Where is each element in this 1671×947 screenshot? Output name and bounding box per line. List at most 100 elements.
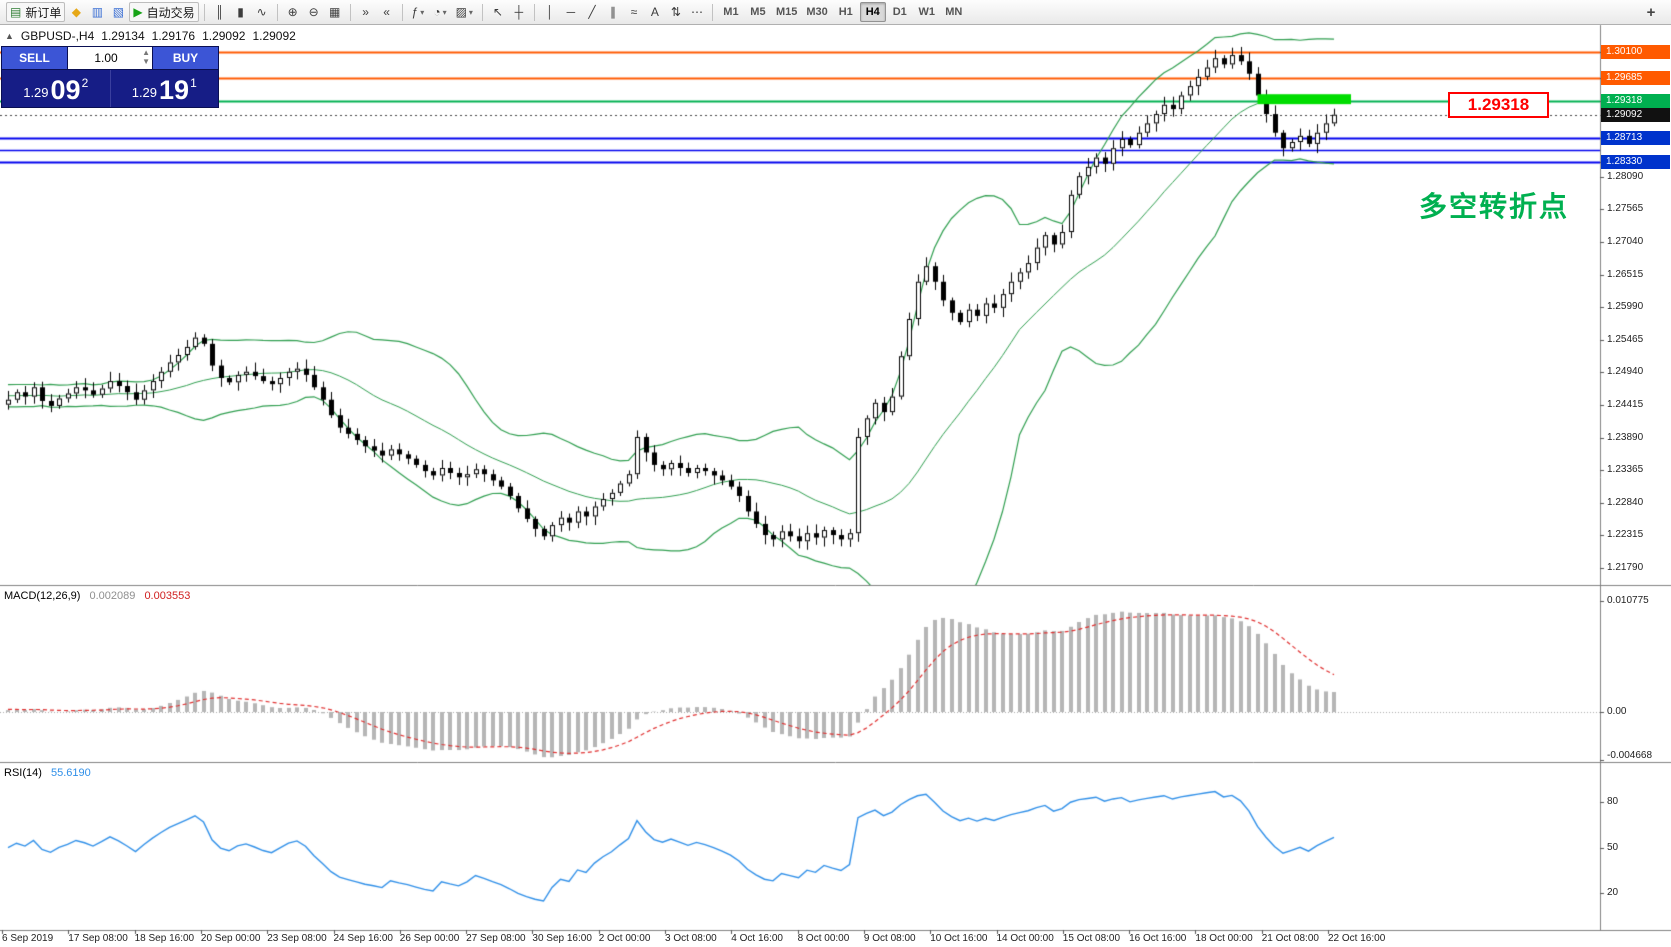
time-axis-label: 21 Oct 08:00 bbox=[1261, 933, 1319, 944]
more-tools-button[interactable]: ⋯ bbox=[687, 2, 707, 22]
chart-shift-button[interactable]: « bbox=[377, 2, 397, 22]
price-axis-label: 1.27040 bbox=[1607, 235, 1644, 247]
timeframe-h1-button[interactable]: H1 bbox=[838, 6, 853, 18]
toolbar-separator bbox=[711, 3, 713, 21]
time-axis-label: 2 Oct 00:00 bbox=[598, 933, 651, 944]
macd-axis-label: 0.00 bbox=[1607, 706, 1627, 717]
time-axis-label: 3 Oct 08:00 bbox=[665, 933, 717, 944]
tile-windows-button[interactable]: ▦ bbox=[325, 2, 345, 22]
price-axis-label: 1.21790 bbox=[1607, 561, 1644, 573]
toolbar-group: ↖ ┼ bbox=[486, 2, 531, 22]
toolbar-group: ƒ ▾ ◔ ▾ ▨ ▾ bbox=[406, 2, 479, 22]
timeframe-mn-button[interactable]: MN bbox=[945, 6, 963, 18]
timeframe-m15-button[interactable]: M15 bbox=[775, 6, 798, 18]
channel-icon: ∥ bbox=[609, 5, 616, 19]
autotrading-button[interactable]: ▶ 自动交易 bbox=[129, 2, 199, 22]
arrow-tools-button[interactable]: ⇅ bbox=[666, 2, 686, 22]
alert-icon[interactable]: ◆ bbox=[66, 2, 86, 22]
market-watch-icon[interactable]: ▥ bbox=[87, 2, 107, 22]
new-order-button[interactable]: ▤ 新订单 bbox=[6, 2, 66, 22]
rsi-value: 55.6190 bbox=[50, 767, 91, 779]
add-chart-button[interactable]: + bbox=[1646, 3, 1656, 21]
tile-windows-icon: ▦ bbox=[328, 5, 341, 19]
timeframe-d1-button[interactable]: D1 bbox=[892, 6, 907, 18]
zoom-out-icon: ⊖ bbox=[308, 5, 319, 19]
buy-price[interactable]: 1.29 19 1 bbox=[111, 70, 219, 107]
toolbar-separator bbox=[276, 3, 278, 21]
price-axis-label: 1.23365 bbox=[1607, 464, 1644, 476]
oneclick-collapse-toggle[interactable]: ▲ bbox=[5, 31, 14, 41]
volume-input[interactable] bbox=[68, 47, 152, 69]
channel-button[interactable]: ∥ bbox=[603, 2, 623, 22]
bar-chart-button[interactable]: ║ bbox=[210, 2, 230, 22]
auto-scroll-button[interactable]: » bbox=[356, 2, 376, 22]
cursor-icon: ↖ bbox=[492, 5, 503, 19]
symbol-label: GBPUSD-,H4 bbox=[20, 29, 95, 43]
time-axis-label: 30 Sep 16:00 bbox=[532, 933, 592, 944]
chart-header: ▲ GBPUSD-,H4 1.29134 1.29176 1.29092 1.2… bbox=[5, 29, 296, 43]
text-button[interactable]: A bbox=[645, 2, 665, 22]
candlestick-button[interactable]: ▮ bbox=[231, 2, 251, 22]
time-axis-label: 8 Oct 00:00 bbox=[797, 933, 850, 944]
templates-button[interactable]: ▨ ▾ bbox=[452, 2, 477, 22]
buy-price-small: 1.29 bbox=[131, 85, 158, 100]
time-axis-label: 10 Oct 16:00 bbox=[930, 933, 988, 944]
price-axis-label: 1.24940 bbox=[1607, 366, 1644, 378]
volume-down-arrow-icon[interactable]: ▼ bbox=[142, 57, 150, 66]
zoom-in-button[interactable]: ⊕ bbox=[283, 2, 303, 22]
sell-button[interactable]: SELL bbox=[2, 47, 68, 69]
turning-point-annotation[interactable]: 多空转折点 bbox=[1419, 191, 1570, 222]
price-level-label[interactable]: 1.29318 bbox=[1448, 92, 1549, 118]
horizontal-line-button[interactable]: ─ bbox=[561, 2, 581, 22]
toolbar-separator bbox=[481, 3, 483, 21]
time-axis[interactable]: 6 Sep 2019 17 Sep 08:00 18 Sep 16:00 20 Sep… bbox=[0, 931, 1671, 947]
timeframe-w1-button[interactable]: W1 bbox=[918, 6, 936, 18]
one-click-trading-panel: SELL ▲ ▼ BUY 1.29 09 2 1.29 19 1 bbox=[1, 46, 219, 108]
volume-up-arrow-icon[interactable]: ▲ bbox=[142, 48, 150, 57]
new-order-button-label: 新订单 bbox=[25, 5, 62, 20]
timeframe-m5-button[interactable]: M5 bbox=[750, 6, 766, 18]
alert-icon-icon: ◆ bbox=[71, 5, 81, 19]
sell-price-sup: 2 bbox=[81, 76, 89, 90]
trendline-button[interactable]: ╱ bbox=[582, 2, 602, 22]
macd-axis-label: 0.010775 bbox=[1607, 595, 1649, 607]
time-axis-label: 4 Oct 16:00 bbox=[731, 933, 783, 944]
zoom-out-button[interactable]: ⊖ bbox=[304, 2, 324, 22]
timeframe-h4-button[interactable]: H4 bbox=[859, 2, 886, 22]
line-chart-button[interactable]: ∿ bbox=[252, 2, 272, 22]
candlestick-icon: ▮ bbox=[237, 5, 244, 19]
price-axis-label: 1.22315 bbox=[1607, 529, 1644, 541]
periods-button[interactable]: ◔ ▾ bbox=[429, 2, 450, 22]
timeframe-group: M1 M5 M15 M30 H1 H4 D1 W1 MN bbox=[716, 2, 969, 22]
price-tag-1.28330: 1.28330 bbox=[1601, 154, 1670, 169]
timeframe-m30-button[interactable]: M30 bbox=[806, 6, 828, 18]
buy-button[interactable]: BUY bbox=[152, 47, 218, 69]
time-axis-label: 17 Sep 08:00 bbox=[68, 933, 128, 944]
auto-scroll-icon: » bbox=[362, 5, 369, 19]
macd-value-signal: 0.003553 bbox=[144, 590, 191, 602]
navigator-icon[interactable]: ▧ bbox=[108, 2, 128, 22]
dropdown-arrow-icon: ▾ bbox=[468, 7, 473, 17]
price-axis[interactable]: 1.28090 1.27565 1.27040 1.26515 1.25990 1.254… bbox=[1601, 0, 1671, 947]
price-axis-label: 1.24415 bbox=[1607, 398, 1644, 410]
macd-indicator-label: MACD(12,26,9) 0.002089 0.003553 bbox=[4, 590, 190, 602]
cursor-button[interactable]: ↖ bbox=[488, 2, 508, 22]
crosshair-button[interactable]: ┼ bbox=[509, 2, 529, 22]
fibonacci-button[interactable]: ≈ bbox=[624, 2, 644, 22]
timeframe-m1-button[interactable]: M1 bbox=[723, 6, 739, 18]
sell-price[interactable]: 1.29 09 2 bbox=[2, 70, 111, 107]
time-axis-label: 20 Sep 00:00 bbox=[200, 933, 261, 944]
rsi-indicator-label: RSI(14) 55.6190 bbox=[4, 767, 91, 779]
ohlc-open: 1.29134 bbox=[101, 29, 145, 43]
toolbar-separator bbox=[203, 3, 205, 21]
buy-price-big: 19 bbox=[159, 75, 190, 105]
time-axis-label: 22 Oct 16:00 bbox=[1328, 933, 1386, 944]
autotrading-button-label: 自动交易 bbox=[146, 5, 195, 20]
vertical-line-button[interactable]: │ bbox=[540, 2, 560, 22]
indicators-button[interactable]: ƒ ▾ bbox=[408, 2, 429, 22]
price-axis-label: 1.25465 bbox=[1607, 333, 1644, 345]
price-axis-label: 1.23890 bbox=[1607, 431, 1644, 443]
rsi-name: RSI(14) bbox=[4, 767, 42, 779]
